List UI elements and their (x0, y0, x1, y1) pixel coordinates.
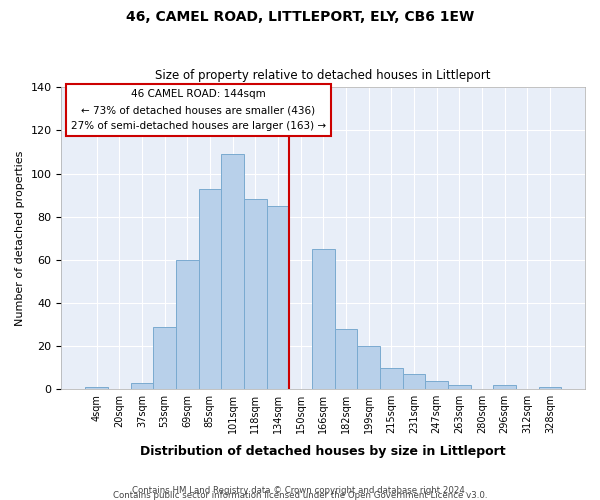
Text: 46, CAMEL ROAD, LITTLEPORT, ELY, CB6 1EW: 46, CAMEL ROAD, LITTLEPORT, ELY, CB6 1EW (126, 10, 474, 24)
Bar (425, 380, 448, 389)
Bar (153, 326, 176, 389)
Bar (312, 249, 335, 389)
Bar (493, 385, 516, 389)
Bar (85, 387, 108, 389)
Bar (403, 374, 425, 389)
Text: Contains HM Land Registry data © Crown copyright and database right 2024.: Contains HM Land Registry data © Crown c… (132, 486, 468, 495)
Bar (335, 329, 357, 389)
Bar (448, 385, 470, 389)
Bar (244, 200, 266, 389)
Bar (221, 154, 244, 389)
Text: 46 CAMEL ROAD: 144sqm
← 73% of detached houses are smaller (436)
27% of semi-det: 46 CAMEL ROAD: 144sqm ← 73% of detached … (71, 90, 326, 130)
Bar (357, 346, 380, 389)
Y-axis label: Number of detached properties: Number of detached properties (15, 150, 25, 326)
Bar (266, 206, 289, 389)
Bar (539, 387, 561, 389)
Bar (199, 188, 221, 389)
Bar (380, 368, 403, 389)
Title: Size of property relative to detached houses in Littleport: Size of property relative to detached ho… (155, 69, 491, 82)
Bar (131, 382, 153, 389)
X-axis label: Distribution of detached houses by size in Littleport: Distribution of detached houses by size … (140, 444, 506, 458)
Text: Contains public sector information licensed under the Open Government Licence v3: Contains public sector information licen… (113, 491, 487, 500)
Bar (176, 260, 199, 389)
